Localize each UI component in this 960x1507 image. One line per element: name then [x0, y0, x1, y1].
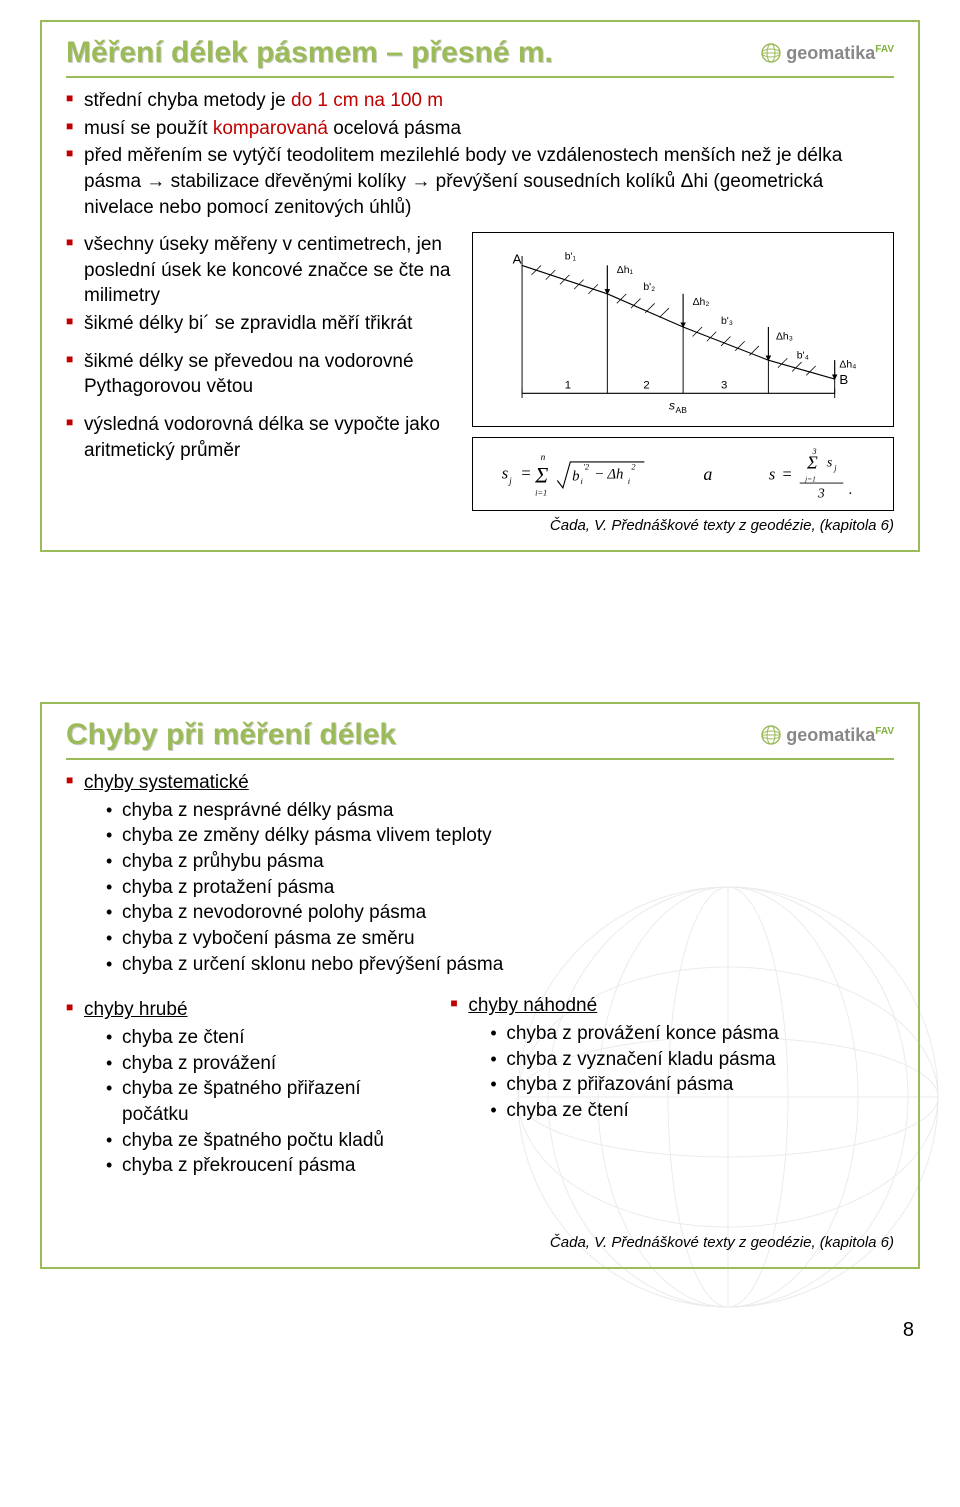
bullet-item: musí se použít komparovaná ocelová pásma	[66, 116, 894, 142]
svg-text:j: j	[508, 477, 512, 487]
random-sublist: chyba z provážení konce pásma chyba z vy…	[468, 1021, 894, 1124]
sub-item: chyba z určení sklonu nebo převýšení pás…	[106, 952, 894, 978]
svg-text:Δh₄: Δh₄	[839, 360, 856, 371]
svg-text:3: 3	[811, 447, 816, 456]
svg-text:3: 3	[721, 380, 727, 392]
svg-text:AB: AB	[675, 405, 687, 415]
svg-text:Δh: Δh	[606, 467, 623, 483]
sub-item: chyba z nesprávné délky pásma	[106, 798, 894, 824]
svg-text:=: =	[520, 464, 531, 483]
title-row: Chyby při měření délek geomatikaFAV	[66, 718, 894, 760]
svg-text:Σ: Σ	[534, 463, 548, 488]
left-bullet-list-3: výsledná vodorovná délka se vypočte jako…	[66, 412, 456, 463]
caption: Čada, V. Přednáškové texty z geodézie, (…	[450, 1234, 894, 1251]
brand-logo: geomatikaFAV	[760, 724, 894, 746]
bullet-heading: chyby hrubé chyba ze čtení chyba z prová…	[66, 997, 430, 1178]
svg-text:s: s	[827, 455, 832, 470]
svg-text:Δh₂: Δh₂	[692, 297, 709, 308]
brand-sup: FAV	[875, 726, 894, 737]
sub-item: chyba ze špatného přiřazení počátku	[106, 1076, 430, 1127]
bullet-item: všechny úseky měřeny v centimetrech, jen…	[66, 232, 456, 309]
sub-item: chyba z překroucení pásma	[106, 1153, 430, 1179]
slope-diagram: A B b'₁ Δh₁ b'₂ Δh₂ b'₃ Δh₃ b'₄ Δh₄ 1 2 …	[472, 232, 894, 427]
slide-title: Měření délek pásmem – přesné m.	[66, 36, 553, 70]
svg-text:n: n	[541, 453, 546, 463]
svg-text:.: .	[849, 482, 853, 498]
slide-title: Chyby při měření délek	[66, 718, 396, 752]
svg-text:−: −	[594, 467, 604, 483]
svg-text:b'₃: b'₃	[721, 316, 733, 327]
sub-item: chyba z nevodorovné polohy pásma	[106, 900, 894, 926]
brand-sup: FAV	[875, 44, 894, 55]
brand-logo: geomatikaFAV	[760, 42, 894, 64]
caption: Čada, V. Přednáškové texty z geodézie, (…	[66, 517, 894, 534]
svg-text:2: 2	[643, 380, 649, 392]
sub-item: chyba z protažení pásma	[106, 875, 894, 901]
sub-item: chyba z provážení konce pásma	[490, 1021, 894, 1047]
bullet-item: střední chyba metody je do 1 cm na 100 m	[66, 88, 894, 114]
svg-text:B: B	[839, 372, 848, 387]
svg-text:j: j	[833, 464, 837, 473]
two-column-area: všechny úseky měřeny v centimetrech, jen…	[66, 232, 894, 511]
bullet-item: šikmé délky bi´ se zpravidla měří třikrá…	[66, 311, 456, 337]
svg-text:Δh₃: Δh₃	[776, 332, 793, 343]
brand-text: geomatika	[786, 725, 875, 745]
bullet-heading: chyby systematické chyba z nesprávné dél…	[66, 770, 894, 977]
bullet-item: šikmé délky se převedou na vodorovné Pyt…	[66, 349, 456, 400]
sub-item: chyba z vybočení pásma ze směru	[106, 926, 894, 952]
svg-text:2: 2	[631, 463, 635, 472]
svg-text:b'₂: b'₂	[643, 282, 655, 293]
sub-item: chyba z provážení	[106, 1051, 430, 1077]
svg-text:s: s	[669, 399, 675, 413]
svg-text:i=1: i=1	[535, 488, 547, 497]
svg-text:Δh₁: Δh₁	[617, 265, 634, 276]
svg-text:b: b	[572, 469, 579, 485]
sub-item: chyba z vyznačení kladu pásma	[490, 1047, 894, 1073]
svg-text:b'₁: b'₁	[564, 252, 576, 263]
svg-text:3: 3	[817, 486, 825, 501]
svg-text:j=1: j=1	[804, 475, 816, 483]
svg-text:b'₄: b'₄	[797, 350, 809, 361]
svg-text:'2: '2	[583, 463, 589, 472]
systematic-sublist: chyba z nesprávné délky pásma chyba ze z…	[84, 798, 894, 977]
sub-item: chyba ze změny délky pásma vlivem teplot…	[106, 823, 894, 849]
globe-icon	[760, 724, 782, 746]
svg-text:1: 1	[564, 380, 570, 392]
formula-separator: a	[703, 464, 712, 485]
sub-item: chyba ze čtení	[490, 1098, 894, 1124]
systematic-errors: chyby systematické chyba z nesprávné dél…	[66, 770, 894, 977]
formula-box: s j = Σ n i=1 b i '2 − Δh i 2	[472, 437, 894, 511]
svg-text:=: =	[781, 465, 792, 484]
top-bullet-list: střední chyba metody je do 1 cm na 100 m…	[66, 88, 894, 220]
left-bullet-list: všechny úseky měřeny v centimetrech, jen…	[66, 232, 456, 337]
slide-2: Chyby při měření délek geomatikaFAV	[40, 702, 920, 1268]
globe-icon	[760, 42, 782, 64]
svg-text:s: s	[769, 465, 775, 484]
svg-text:i: i	[580, 477, 583, 486]
bullet-item: před měřením se vytýčí teodolitem mezile…	[66, 143, 894, 220]
gross-sublist: chyba ze čtení chyba z provážení chyba z…	[84, 1025, 430, 1179]
brand-text: geomatika	[786, 43, 875, 63]
svg-text:i: i	[628, 477, 631, 486]
left-bullet-list-2: šikmé délky se převedou na vodorovné Pyt…	[66, 349, 456, 400]
bullet-item: výsledná vodorovná délka se vypočte jako…	[66, 412, 456, 463]
slide-1: Měření délek pásmem – přesné m. geomatik…	[40, 20, 920, 552]
svg-text:A: A	[512, 252, 521, 267]
sub-item: chyba ze špatného počtu kladů	[106, 1128, 430, 1154]
sub-item: chyba ze čtení	[106, 1025, 430, 1051]
bullet-heading: chyby náhodné chyba z provážení konce pá…	[450, 993, 894, 1123]
title-row: Měření délek pásmem – přesné m. geomatik…	[66, 36, 894, 78]
random-errors: chyby náhodné chyba z provážení konce pá…	[450, 993, 894, 1123]
svg-text:s: s	[502, 464, 508, 483]
sub-item: chyba z přiřazování pásma	[490, 1072, 894, 1098]
sub-item: chyba z průhybu pásma	[106, 849, 894, 875]
gross-errors: chyby hrubé chyba ze čtení chyba z prová…	[66, 997, 430, 1178]
